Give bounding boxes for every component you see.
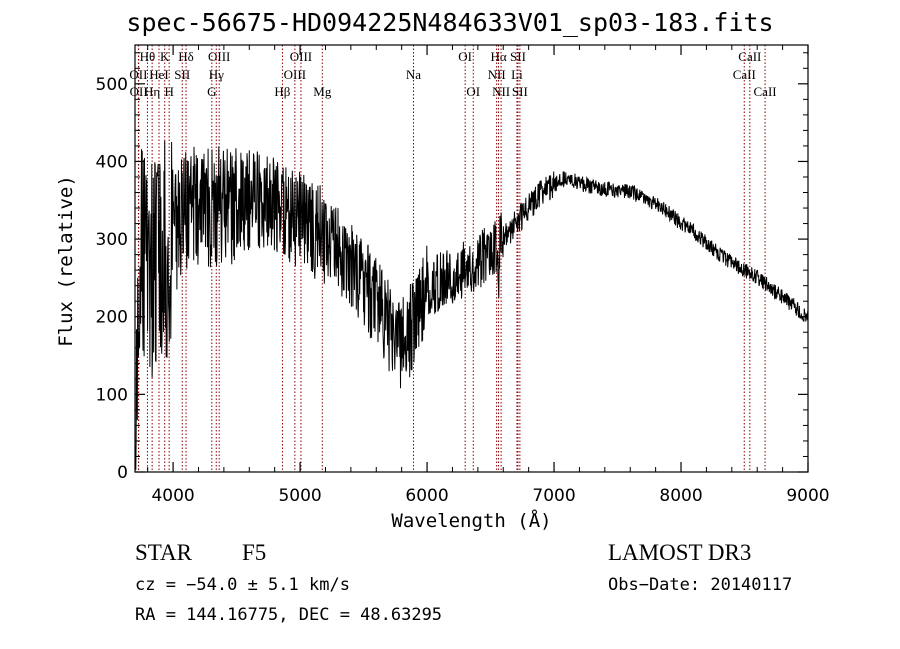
spectral-line-label: SII <box>512 84 528 99</box>
spectral-line-label: CaII <box>733 67 756 82</box>
y-tick-label: 400 <box>96 152 128 172</box>
spectral-line-label: Hγ <box>209 67 224 82</box>
plot-frame <box>134 44 809 473</box>
object-subclass: F5 <box>242 540 267 565</box>
x-tick-label: 9000 <box>786 486 829 506</box>
y-tick-label: 100 <box>96 385 128 405</box>
redshift-velocity: cz = −54.0 ± 5.1 km/s <box>135 575 350 595</box>
spectral-line-label: K <box>160 49 170 64</box>
spectral-line-label: HeI <box>149 67 169 82</box>
y-tick-label: 500 <box>96 75 128 95</box>
y-tick-label: 0 <box>117 463 128 483</box>
spectral-line-label: SII <box>510 49 526 64</box>
spectral-line-label: NII <box>488 67 506 82</box>
spectral-line-label: OI <box>466 84 480 99</box>
spectral-line-label: Hα <box>490 49 506 64</box>
x-tick-label: 6000 <box>405 486 448 506</box>
spectral-line-label: OIII <box>290 49 312 64</box>
spectral-line-label: H <box>164 84 173 99</box>
y-tick-label: 300 <box>96 230 128 250</box>
spectral-line-label: CaII <box>754 84 777 99</box>
y-tick-label: 200 <box>96 308 128 328</box>
spectral-line-label: SII <box>174 67 190 82</box>
observation-date: Obs−Date: 20140117 <box>608 575 793 595</box>
spectral-line-label: CaII <box>738 49 761 64</box>
spectral-line-label: OI <box>458 49 472 64</box>
x-tick-label: 8000 <box>659 486 702 506</box>
spectral-line-label: OII <box>130 84 148 99</box>
chart-title: spec-56675-HD094225N484633V01_sp03-183.f… <box>126 8 774 37</box>
object-class: STAR <box>135 540 192 565</box>
x-tick-label: 4000 <box>151 486 194 506</box>
spectral-line-label: NII <box>492 84 510 99</box>
spectral-line-label: Hδ <box>178 49 194 64</box>
spectral-line-label: Mg <box>313 84 332 99</box>
spectral-line-label: Hη <box>144 84 160 99</box>
spectral-line-label: OIII <box>208 49 230 64</box>
spectral-line-label: Na <box>406 67 421 82</box>
x-tick-label: 7000 <box>532 486 575 506</box>
x-axis-label: Wavelength (Å) <box>391 510 552 532</box>
spectral-line-label: G <box>207 84 216 99</box>
spectral-line-label: Li <box>511 67 523 82</box>
x-tick-label: 5000 <box>278 486 321 506</box>
spectrum-line <box>134 140 809 470</box>
spectral-line-label: Hβ <box>274 84 290 99</box>
y-axis-label: Flux (relative) <box>55 175 77 347</box>
survey-name: LAMOST DR3 <box>608 540 752 565</box>
spectral-line-label: OIII <box>284 67 306 82</box>
coordinates: RA = 144.16775, DEC = 48.63295 <box>135 605 443 625</box>
spectral-line-label: Hθ <box>140 49 156 64</box>
